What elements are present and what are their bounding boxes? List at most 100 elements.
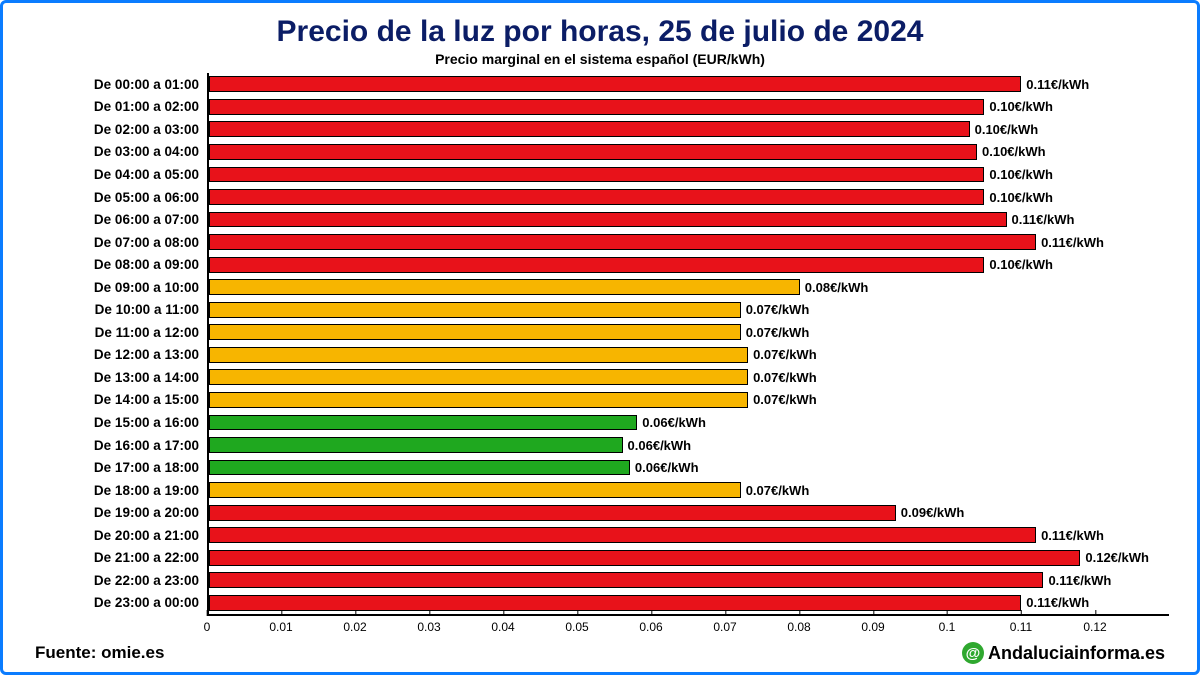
- bar-value-label: 0.06€/kWh: [635, 460, 699, 475]
- bar: [209, 550, 1080, 566]
- bar: [209, 505, 896, 521]
- bar: [209, 302, 741, 318]
- bar-value-label: 0.10€/kWh: [989, 257, 1053, 272]
- x-axis-tick: 0.06: [639, 616, 662, 634]
- bar-row: 0.12€/kWh: [209, 546, 1169, 569]
- bar-value-label: 0.11€/kWh: [1048, 573, 1111, 588]
- bar-value-label: 0.09€/kWh: [901, 505, 965, 520]
- bar-value-label: 0.07€/kWh: [753, 392, 817, 407]
- bar: [209, 257, 984, 273]
- bar: [209, 482, 741, 498]
- bar: [209, 189, 984, 205]
- y-axis-label: De 09:00 a 10:00: [31, 276, 207, 299]
- y-axis-labels: De 00:00 a 01:00De 01:00 a 02:00De 02:00…: [31, 73, 207, 614]
- bar-value-label: 0.07€/kWh: [753, 347, 817, 362]
- bar-value-label: 0.10€/kWh: [975, 122, 1039, 137]
- bar: [209, 234, 1036, 250]
- chart-title: Precio de la luz por horas, 25 de julio …: [31, 15, 1169, 49]
- bar-value-label: 0.11€/kWh: [1026, 595, 1089, 610]
- bar-row: 0.08€/kWh: [209, 276, 1169, 299]
- bar-row: 0.07€/kWh: [209, 344, 1169, 367]
- y-axis-label: De 14:00 a 15:00: [31, 389, 207, 412]
- y-axis-label: De 11:00 a 12:00: [31, 321, 207, 344]
- plot-area: De 00:00 a 01:00De 01:00 a 02:00De 02:00…: [31, 73, 1169, 614]
- y-axis-label: De 21:00 a 22:00: [31, 546, 207, 569]
- y-axis-label: De 19:00 a 20:00: [31, 501, 207, 524]
- bar: [209, 460, 630, 476]
- x-axis-tick: 0.07: [713, 616, 736, 634]
- bar-row: 0.10€/kWh: [209, 141, 1169, 164]
- bar-row: 0.09€/kWh: [209, 501, 1169, 524]
- y-axis-label: De 05:00 a 06:00: [31, 186, 207, 209]
- bar-row: 0.10€/kWh: [209, 163, 1169, 186]
- brand: @ Andaluciainforma.es: [962, 642, 1165, 664]
- bar-value-label: 0.07€/kWh: [746, 325, 810, 340]
- bar: [209, 212, 1007, 228]
- x-axis-tick: 0.03: [417, 616, 440, 634]
- bar-row: 0.06€/kWh: [209, 434, 1169, 457]
- y-axis-label: De 00:00 a 01:00: [31, 73, 207, 96]
- bar: [209, 99, 984, 115]
- x-axis-tick: 0.02: [343, 616, 366, 634]
- bar: [209, 415, 637, 431]
- bar: [209, 167, 984, 183]
- bar-row: 0.07€/kWh: [209, 298, 1169, 321]
- bar-row: 0.11€/kWh: [209, 231, 1169, 254]
- bar-value-label: 0.11€/kWh: [1026, 77, 1089, 92]
- footer: Fuente: omie.es @ Andaluciainforma.es: [31, 638, 1169, 664]
- bar: [209, 437, 623, 453]
- y-axis-label: De 22:00 a 23:00: [31, 569, 207, 592]
- y-axis-label: De 17:00 a 18:00: [31, 456, 207, 479]
- y-axis-label: De 15:00 a 16:00: [31, 411, 207, 434]
- bar-row: 0.10€/kWh: [209, 186, 1169, 209]
- x-axis-tick: 0: [204, 616, 211, 634]
- bar-value-label: 0.08€/kWh: [805, 280, 869, 295]
- bar: [209, 527, 1036, 543]
- bar-value-label: 0.12€/kWh: [1085, 550, 1149, 565]
- bar-row: 0.10€/kWh: [209, 96, 1169, 119]
- bars-container: 0.11€/kWh 0.10€/kWh 0.10€/kWh 0.10€/kWh 0.10…: [209, 73, 1169, 614]
- bar: [209, 279, 800, 295]
- y-axis-label: De 07:00 a 08:00: [31, 231, 207, 254]
- axis-spacer: [31, 614, 207, 638]
- x-axis-tick: 0.12: [1083, 616, 1106, 634]
- bar-value-label: 0.07€/kWh: [753, 370, 817, 385]
- y-axis-label: De 23:00 a 00:00: [31, 592, 207, 615]
- at-icon: @: [962, 642, 984, 664]
- bar-row: 0.06€/kWh: [209, 411, 1169, 434]
- x-axis-tick: 0.01: [269, 616, 292, 634]
- bar-row: 0.11€/kWh: [209, 73, 1169, 96]
- bar-value-label: 0.10€/kWh: [982, 144, 1046, 159]
- bar-row: 0.11€/kWh: [209, 208, 1169, 231]
- y-axis-label: De 18:00 a 19:00: [31, 479, 207, 502]
- y-axis-label: De 16:00 a 17:00: [31, 434, 207, 457]
- bar: [209, 121, 970, 137]
- x-axis-tick: 0.09: [861, 616, 884, 634]
- bar-row: 0.11€/kWh: [209, 592, 1169, 615]
- chart-frame: Precio de la luz por horas, 25 de julio …: [0, 0, 1200, 675]
- y-axis-label: De 02:00 a 03:00: [31, 118, 207, 141]
- bar-row: 0.07€/kWh: [209, 321, 1169, 344]
- hbar-chart: De 00:00 a 01:00De 01:00 a 02:00De 02:00…: [31, 73, 1169, 638]
- bar: [209, 595, 1021, 611]
- bar: [209, 392, 748, 408]
- bar-row: 0.10€/kWh: [209, 118, 1169, 141]
- y-axis-label: De 01:00 a 02:00: [31, 96, 207, 119]
- bar-row: 0.11€/kWh: [209, 569, 1169, 592]
- bar-value-label: 0.06€/kWh: [642, 415, 706, 430]
- bar: [209, 369, 748, 385]
- bar-value-label: 0.06€/kWh: [628, 438, 692, 453]
- bar-value-label: 0.10€/kWh: [989, 190, 1053, 205]
- y-axis-label: De 13:00 a 14:00: [31, 366, 207, 389]
- bar-value-label: 0.10€/kWh: [989, 99, 1053, 114]
- source-label: Fuente: omie.es: [35, 643, 164, 663]
- bar-row: 0.11€/kWh: [209, 524, 1169, 547]
- y-axis-label: De 08:00 a 09:00: [31, 253, 207, 276]
- bar-row: 0.10€/kWh: [209, 253, 1169, 276]
- x-axis-row: 00.010.020.030.040.050.060.070.080.090.1…: [31, 614, 1169, 638]
- bar: [209, 76, 1021, 92]
- x-axis-tick: 0.1: [939, 616, 956, 634]
- bar-row: 0.06€/kWh: [209, 456, 1169, 479]
- bar-row: 0.07€/kWh: [209, 479, 1169, 502]
- bar-value-label: 0.11€/kWh: [1012, 212, 1075, 227]
